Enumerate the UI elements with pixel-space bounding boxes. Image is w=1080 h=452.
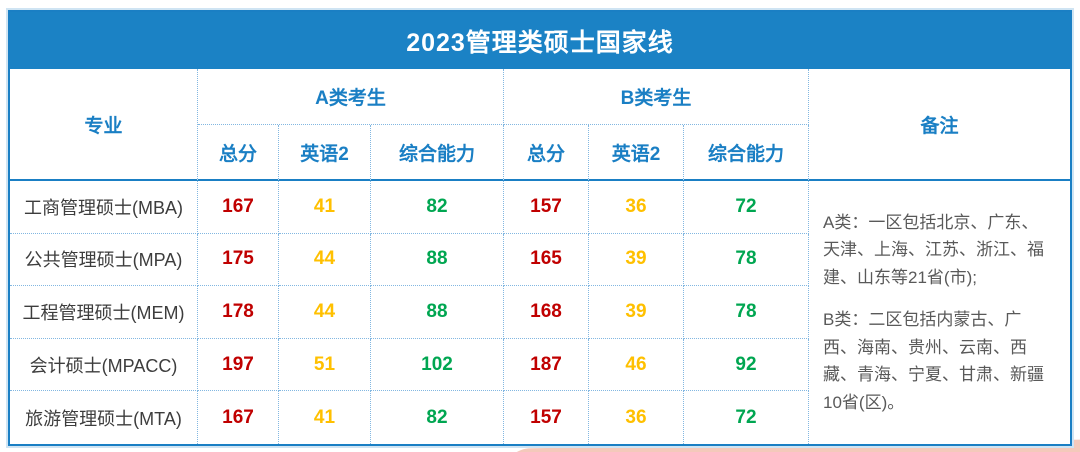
score-b-total: 187 bbox=[504, 338, 589, 392]
remark-text-a: A类：一区包括北京、广东、天津、上海、江苏、浙江、福建、山东等21省(市); bbox=[823, 212, 1044, 287]
score-a-total: 167 bbox=[198, 391, 279, 444]
major-cell: 会计硕士(MPACC) bbox=[10, 338, 198, 392]
major-cell: 旅游管理硕士(MTA) bbox=[10, 391, 198, 444]
score-a-english: 41 bbox=[279, 181, 371, 234]
score-a-comprehensive: 102 bbox=[371, 338, 504, 392]
score-table-panel: 2023管理类硕士国家线 专业 A类考生 B类考生 备注 总分 英语2 综合能力… bbox=[8, 10, 1072, 446]
score-b-comprehensive: 78 bbox=[684, 286, 809, 339]
subheader-b-comprehensive: 综合能力 bbox=[684, 125, 809, 181]
major-cell: 工程管理硕士(MEM) bbox=[10, 286, 198, 339]
score-b-english: 46 bbox=[589, 338, 684, 392]
score-a-english: 51 bbox=[279, 338, 371, 392]
subheader-a-english: 英语2 bbox=[279, 125, 371, 181]
score-b-total: 157 bbox=[504, 181, 589, 234]
score-b-english: 36 bbox=[589, 391, 684, 444]
score-a-english: 44 bbox=[279, 233, 371, 287]
subheader-a-total: 总分 bbox=[198, 125, 279, 181]
score-b-english: 39 bbox=[589, 286, 684, 339]
score-a-english: 41 bbox=[279, 391, 371, 444]
score-a-comprehensive: 88 bbox=[371, 233, 504, 287]
score-a-total: 197 bbox=[198, 338, 279, 392]
column-header-remark: 备注 bbox=[809, 69, 1070, 181]
remark-cell: A类：一区包括北京、广东、天津、上海、江苏、浙江、福建、山东等21省(市); B… bbox=[809, 181, 1070, 444]
score-b-comprehensive: 72 bbox=[684, 391, 809, 444]
column-group-a: A类考生 bbox=[198, 69, 504, 125]
column-header-major: 专业 bbox=[10, 69, 198, 181]
major-cell: 工商管理硕士(MBA) bbox=[10, 181, 198, 234]
score-b-english: 39 bbox=[589, 233, 684, 287]
subheader-b-english: 英语2 bbox=[589, 125, 684, 181]
score-b-total: 165 bbox=[504, 233, 589, 287]
score-b-comprehensive: 72 bbox=[684, 181, 809, 234]
score-a-english: 44 bbox=[279, 286, 371, 339]
score-b-english: 36 bbox=[589, 181, 684, 234]
subheader-b-total: 总分 bbox=[504, 125, 589, 181]
score-a-total: 167 bbox=[198, 181, 279, 234]
remark-text-b: B类：二区包括内蒙古、广西、海南、贵州、云南、西藏、青海、宁夏、甘肃、新疆10省… bbox=[823, 310, 1044, 412]
major-cell: 公共管理硕士(MPA) bbox=[10, 233, 198, 287]
column-group-b: B类考生 bbox=[504, 69, 809, 125]
score-table: 专业 A类考生 B类考生 备注 总分 英语2 综合能力 总分 英语2 综合能力 … bbox=[10, 69, 1070, 444]
score-a-comprehensive: 88 bbox=[371, 286, 504, 339]
score-b-comprehensive: 92 bbox=[684, 338, 809, 392]
score-a-comprehensive: 82 bbox=[371, 181, 504, 234]
table-title: 2023管理类硕士国家线 bbox=[10, 12, 1070, 69]
score-a-total: 178 bbox=[198, 286, 279, 339]
score-a-total: 175 bbox=[198, 233, 279, 287]
score-b-total: 157 bbox=[504, 391, 589, 444]
subheader-a-comprehensive: 综合能力 bbox=[371, 125, 504, 181]
score-a-comprehensive: 82 bbox=[371, 391, 504, 444]
score-b-total: 168 bbox=[504, 286, 589, 339]
score-b-comprehensive: 78 bbox=[684, 233, 809, 287]
